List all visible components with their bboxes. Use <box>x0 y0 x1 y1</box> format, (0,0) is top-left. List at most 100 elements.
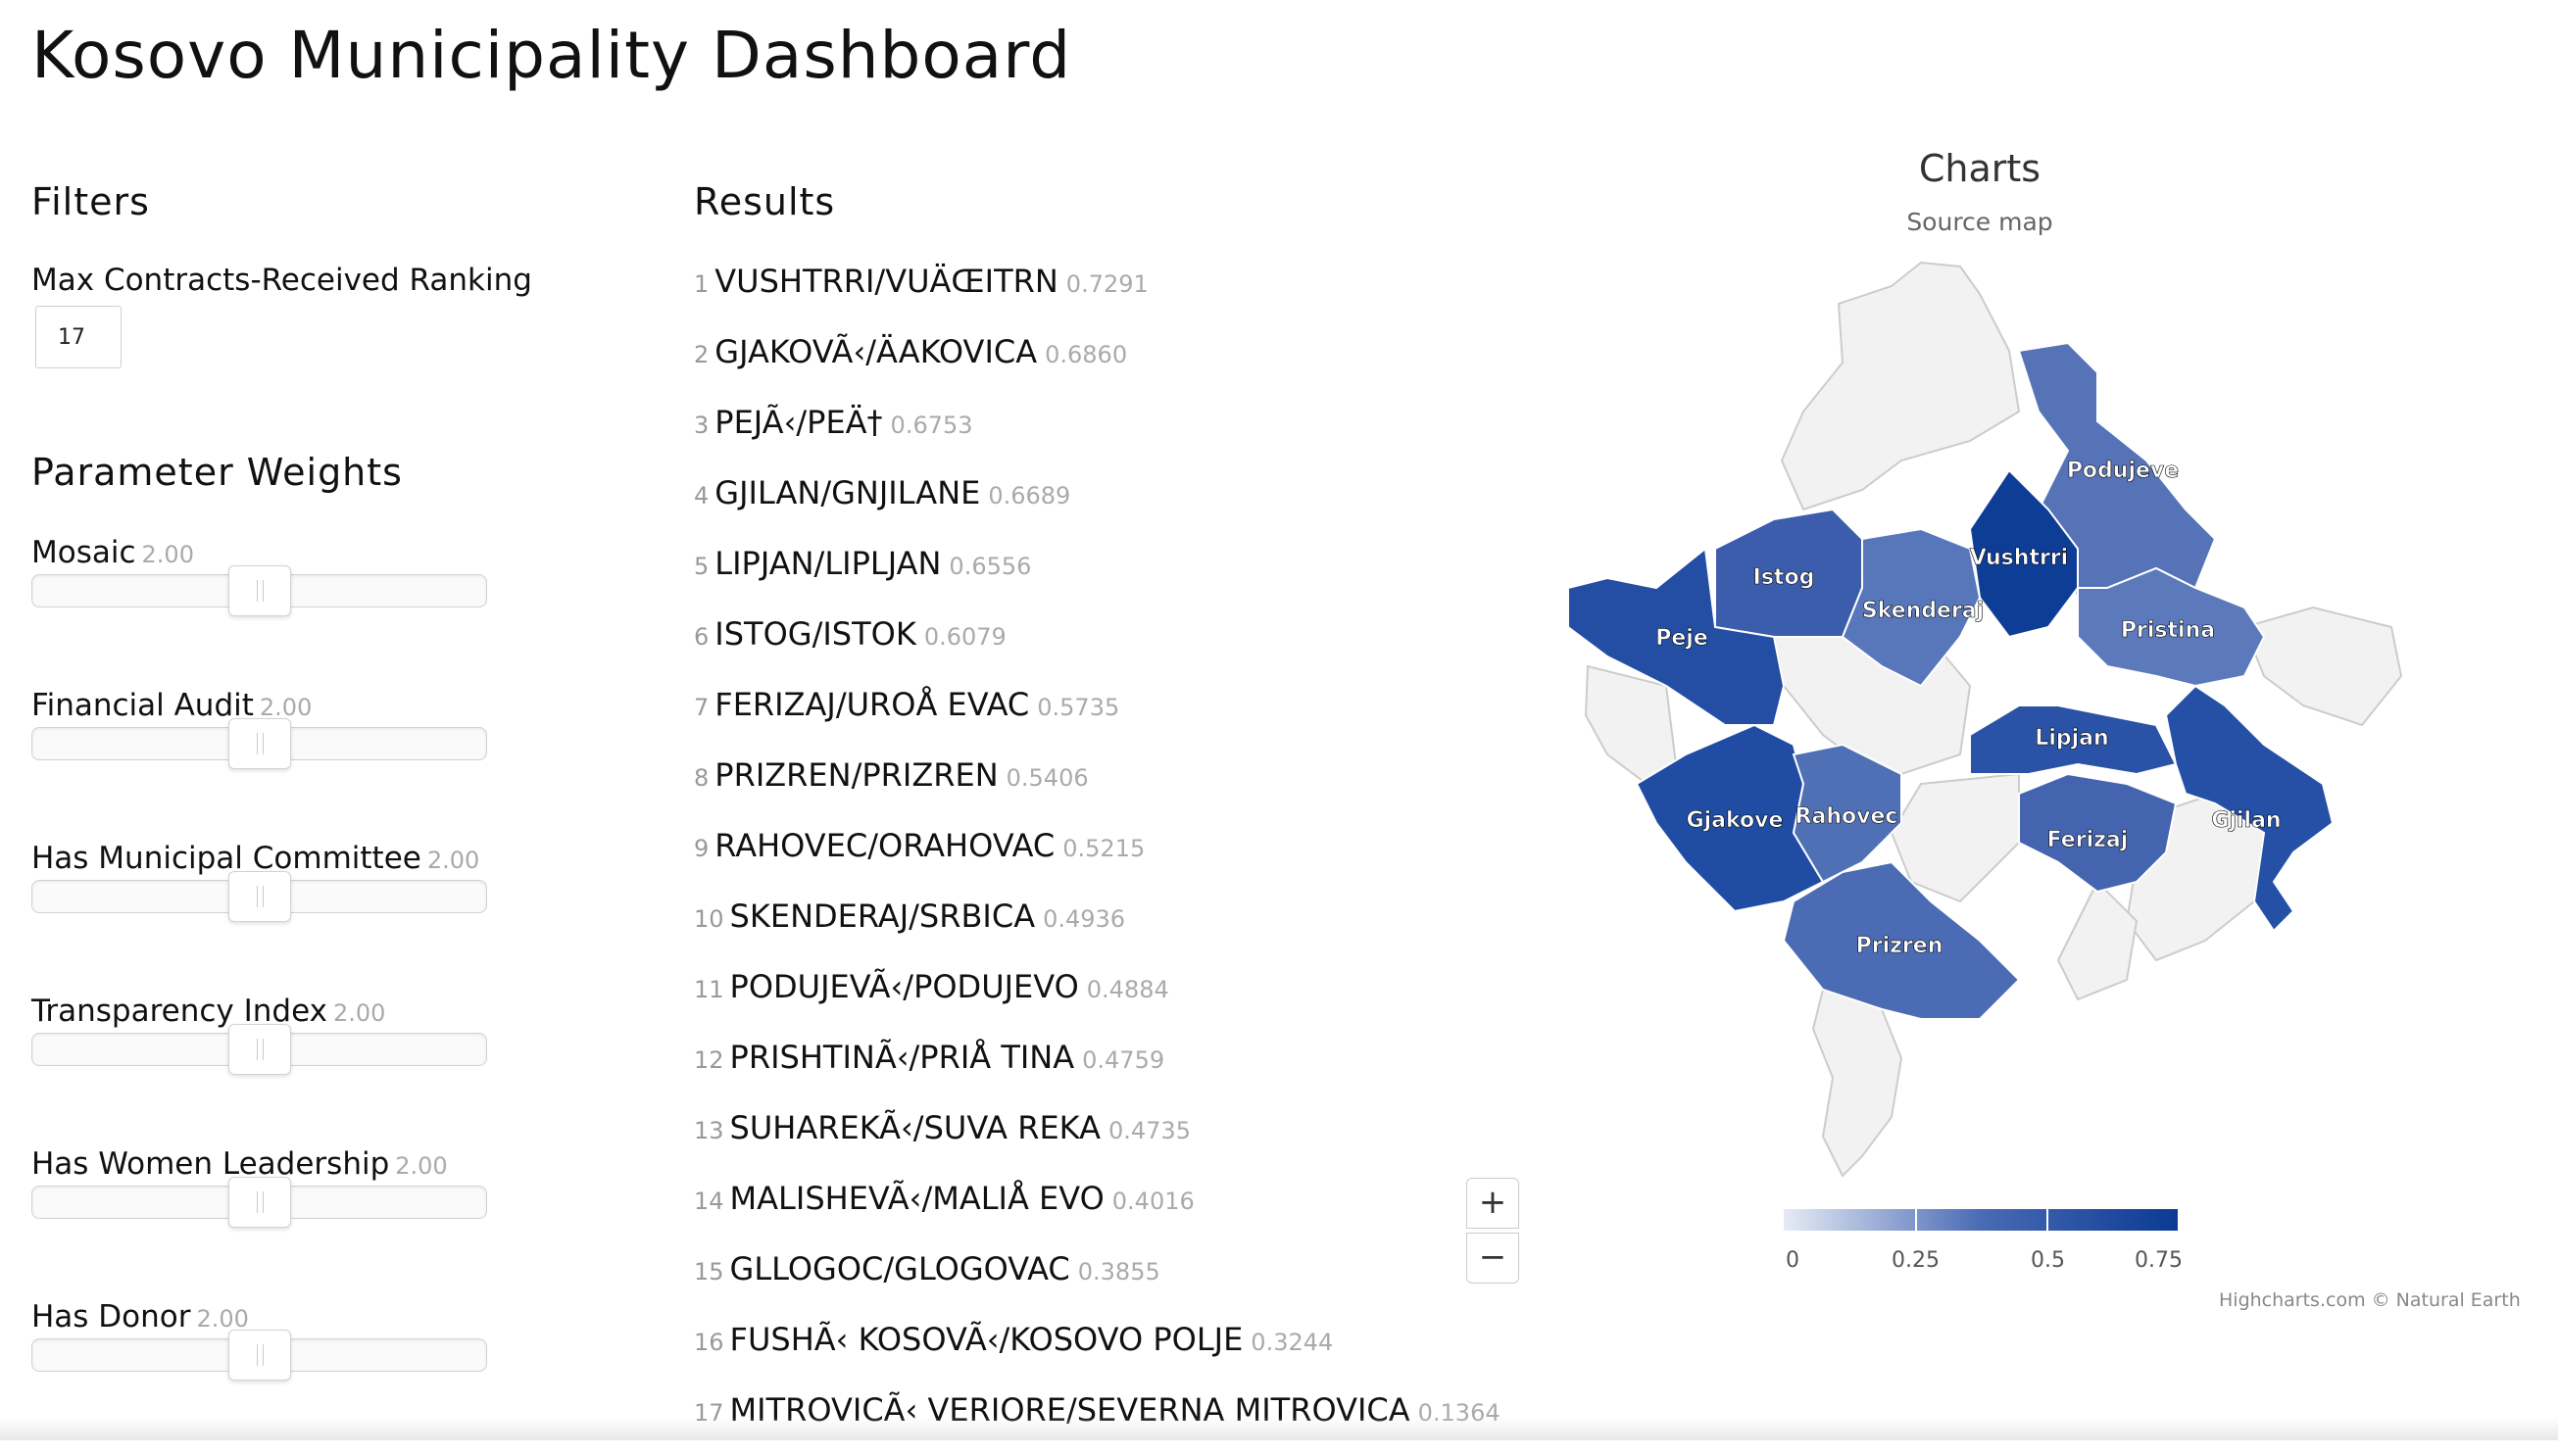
result-name: PRIZREN/PRIZREN <box>714 756 999 794</box>
map-labels: Podujeve Istog Vushtrri Skenderaj Peje P… <box>1655 459 2282 959</box>
weight-municipal-committee-slider[interactable] <box>31 871 487 922</box>
slider-handle[interactable] <box>228 1024 291 1075</box>
map-credits[interactable]: Highcharts.com © Natural Earth <box>2219 1289 2521 1311</box>
map-region-peje[interactable] <box>1567 547 1786 726</box>
result-score: 0.5406 <box>1006 764 1089 792</box>
list-item: 13 SUHAREKÃ‹/SUVA REKA 0.4735 <box>694 1103 1500 1174</box>
list-item: 16 FUSHÃ‹ KOSOVÃ‹/KOSOVO POLJE 0.3244 <box>694 1315 1500 1385</box>
result-name: GJILAN/GNJILANE <box>714 474 981 511</box>
zoom-out-button[interactable]: − <box>1466 1233 1519 1284</box>
result-score: 0.3244 <box>1251 1329 1334 1356</box>
weight-value: 2.00 <box>259 694 313 721</box>
map-region-rahovec[interactable] <box>1792 743 1902 884</box>
result-score: 0.7291 <box>1065 270 1149 298</box>
result-rank: 12 <box>694 1046 724 1074</box>
weight-mosaic-label: Mosaic 2.00 <box>31 535 194 570</box>
result-name: SKENDERAJ/SRBICA <box>729 898 1036 935</box>
result-score: 0.4735 <box>1107 1117 1191 1144</box>
weight-women-leadership-label: Has Women Leadership 2.00 <box>31 1146 448 1182</box>
result-score: 0.5735 <box>1037 694 1120 721</box>
result-rank: 3 <box>694 412 710 439</box>
list-item: 8 PRIZREN/PRIZREN 0.5406 <box>694 751 1500 821</box>
result-name: PRISHTINÃ‹/PRIÅ TINA <box>729 1039 1075 1076</box>
map-region-east[interactable] <box>2242 606 2403 727</box>
map-region-north[interactable] <box>1780 261 2021 511</box>
list-item: 11 PODUJEVÃ‹/PODUJEVO 0.4884 <box>694 962 1500 1033</box>
result-name: FERIZAJ/UROÅ EVAC <box>714 686 1030 723</box>
map-label: Gjakove <box>1687 808 1784 833</box>
result-rank: 10 <box>694 905 724 933</box>
map-label: Peje <box>1655 626 1708 651</box>
map-region-dragash[interactable] <box>1811 988 1903 1178</box>
weight-label: Mosaic <box>31 535 136 570</box>
list-item: 12 PRISHTINÃ‹/PRIÅ TINA 0.4759 <box>694 1033 1500 1103</box>
result-name: MALISHEVÃ‹/MALIÅ EVO <box>729 1180 1105 1217</box>
weight-label: Has Donor <box>31 1299 191 1335</box>
weight-financial-audit-label: Financial Audit 2.00 <box>31 688 312 723</box>
result-name: GLLOGOC/GLOGOVAC <box>729 1250 1070 1287</box>
map-regions <box>1567 341 2335 1020</box>
map-label: Istog <box>1753 565 1815 590</box>
weight-label: Transparency Index <box>31 994 327 1029</box>
slider-handle[interactable] <box>228 565 291 616</box>
result-name: ISTOG/ISTOK <box>714 615 916 653</box>
zoom-in-button[interactable]: + <box>1466 1178 1519 1229</box>
result-rank: 7 <box>694 694 710 721</box>
map-label: Rahovec <box>1796 804 1898 829</box>
results-heading: Results <box>694 180 836 223</box>
kosovo-map[interactable]: Podujeve Istog Vushtrri Skenderaj Peje P… <box>1549 245 2431 1186</box>
result-score: 0.4884 <box>1086 976 1169 1003</box>
map-region-prizren[interactable] <box>1782 860 2021 1020</box>
weight-value: 2.00 <box>196 1305 249 1333</box>
weight-has-donor-slider[interactable] <box>31 1330 487 1381</box>
result-score: 0.6689 <box>988 482 1071 510</box>
list-item: 6 ISTOG/ISTOK 0.6079 <box>694 609 1500 680</box>
list-item: 10 SKENDERAJ/SRBICA 0.4936 <box>694 892 1500 962</box>
weight-transparency-index-label: Transparency Index 2.00 <box>31 994 385 1029</box>
filters-heading: Filters <box>31 180 150 223</box>
result-rank: 2 <box>694 341 710 368</box>
map-region-kacanik[interactable] <box>2056 880 2139 1001</box>
legend-label: 0.5 <box>2031 1248 2065 1273</box>
list-item: 2 GJAKOVÃ‹/ÄAKOVICA 0.6860 <box>694 327 1500 398</box>
list-item: 4 GJILAN/GNJILANE 0.6689 <box>694 468 1500 539</box>
map-region-ferizaj[interactable] <box>2018 772 2178 894</box>
map-region-gjilan[interactable] <box>2164 684 2335 933</box>
slider-handle[interactable] <box>228 718 291 769</box>
result-name: SUHAREKÃ‹/SUVA REKA <box>729 1109 1101 1146</box>
bottom-fade <box>0 1417 2558 1440</box>
weight-value: 2.00 <box>332 999 386 1027</box>
weight-mosaic-slider[interactable] <box>31 565 487 616</box>
map-label: Skenderaj <box>1862 599 1984 623</box>
parameter-weights-heading: Parameter Weights <box>31 451 403 494</box>
result-score: 0.3855 <box>1077 1258 1160 1286</box>
result-rank: 15 <box>694 1258 724 1286</box>
result-rank: 4 <box>694 482 710 510</box>
list-item: 7 FERIZAJ/UROÅ EVAC 0.5735 <box>694 680 1500 751</box>
legend-label: 0.25 <box>1892 1248 1940 1273</box>
map-region-skenderaj[interactable] <box>1841 527 1982 688</box>
slider-handle[interactable] <box>228 871 291 922</box>
weight-label: Has Women Leadership <box>31 1146 390 1182</box>
slider-handle[interactable] <box>228 1330 291 1381</box>
result-score: 0.6079 <box>923 623 1007 651</box>
weight-value: 2.00 <box>141 541 194 568</box>
list-item: 1 VUSHTRRI/VUÄŒITRN 0.7291 <box>694 257 1500 327</box>
max-ranking-label: Max Contracts-Received Ranking <box>31 263 532 298</box>
result-rank: 14 <box>694 1188 724 1215</box>
legend-tick <box>1915 1209 1917 1231</box>
result-name: FUSHÃ‹ KOSOVÃ‹/KOSOVO POLJE <box>729 1321 1244 1358</box>
max-ranking-input[interactable] <box>35 306 122 368</box>
weight-financial-audit-slider[interactable] <box>31 718 487 769</box>
map-region-pristina[interactable] <box>2077 566 2266 688</box>
legend-label: 0 <box>1786 1248 1799 1273</box>
result-score: 0.4759 <box>1082 1046 1165 1074</box>
weight-transparency-index-slider[interactable] <box>31 1024 487 1075</box>
weight-women-leadership-slider[interactable] <box>31 1177 487 1228</box>
weight-value: 2.00 <box>426 847 480 874</box>
slider-handle[interactable] <box>228 1177 291 1228</box>
weight-has-donor-label: Has Donor 2.00 <box>31 1299 249 1335</box>
map-label: Vushtrri <box>1970 546 2068 570</box>
list-item: 5 LIPJAN/LIPLJAN 0.6556 <box>694 539 1500 609</box>
result-score: 0.4016 <box>1111 1188 1195 1215</box>
